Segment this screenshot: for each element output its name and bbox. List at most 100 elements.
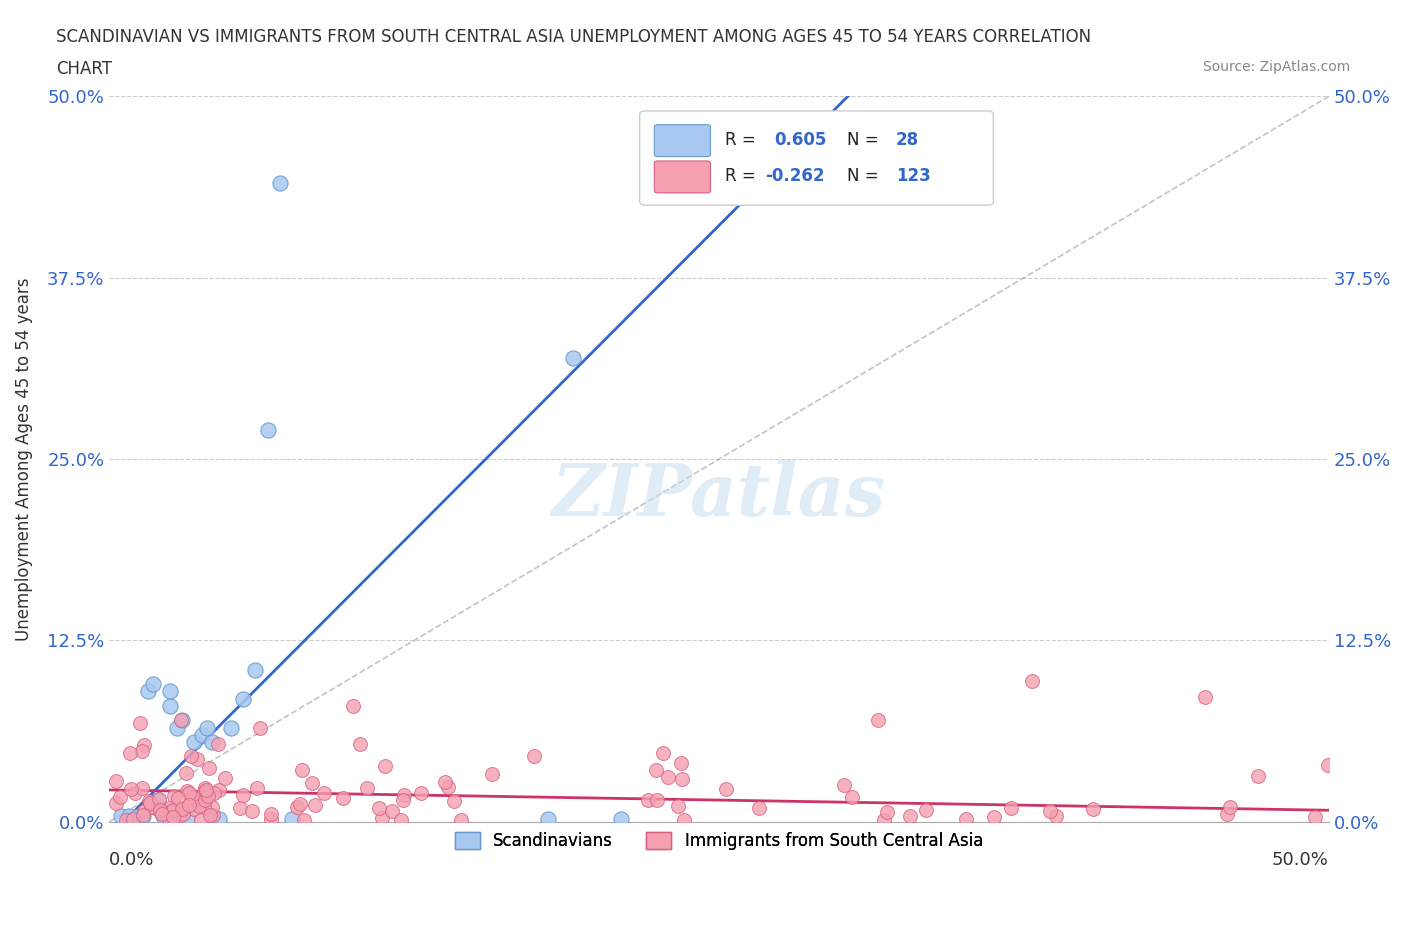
Point — [304, 797, 326, 812]
Point — [194, 782, 217, 797]
Point — [138, 796, 160, 811]
Text: 0.0%: 0.0% — [110, 851, 155, 869]
Point — [162, 809, 184, 824]
Point — [110, 808, 132, 823]
Point — [214, 771, 236, 786]
Point — [232, 788, 254, 803]
Point — [167, 809, 190, 824]
Point — [246, 781, 269, 796]
Point — [381, 804, 404, 818]
Point — [131, 744, 153, 759]
Point — [356, 780, 378, 795]
Point — [281, 812, 304, 827]
Text: R =: R = — [725, 131, 756, 149]
Point — [146, 802, 169, 817]
Point — [160, 804, 183, 818]
Point — [132, 808, 155, 823]
Point — [120, 781, 142, 796]
Point — [983, 809, 1005, 824]
Point — [249, 720, 271, 735]
Point — [157, 812, 180, 827]
Point — [1219, 800, 1241, 815]
Text: ZIPatlas: ZIPatlas — [553, 460, 886, 531]
Point — [374, 759, 396, 774]
Point — [124, 786, 146, 801]
Point — [152, 808, 174, 823]
Point — [392, 788, 415, 803]
Point — [481, 766, 503, 781]
Point — [132, 737, 155, 752]
Point — [537, 812, 560, 827]
Point — [193, 785, 215, 800]
Point — [159, 801, 181, 816]
Point — [129, 715, 152, 730]
Point — [1194, 689, 1216, 704]
Point — [291, 763, 314, 777]
Point — [219, 720, 242, 735]
Point — [201, 800, 224, 815]
Point — [841, 790, 863, 804]
Point — [194, 792, 217, 807]
Text: SCANDINAVIAN VS IMMIGRANTS FROM SOUTH CENTRAL ASIA UNEMPLOYMENT AMONG AGES 45 TO: SCANDINAVIAN VS IMMIGRANTS FROM SOUTH CE… — [56, 28, 1091, 46]
Point — [149, 803, 172, 817]
Point — [200, 807, 222, 822]
Point — [229, 801, 252, 816]
Point — [285, 799, 308, 814]
Point — [866, 713, 889, 728]
Point — [437, 780, 460, 795]
FancyBboxPatch shape — [654, 161, 710, 193]
Point — [1000, 801, 1022, 816]
Point — [748, 801, 770, 816]
Point — [671, 772, 693, 787]
Point — [104, 795, 127, 810]
Point — [186, 751, 208, 766]
Point — [1021, 673, 1043, 688]
Point — [610, 812, 633, 827]
Point — [450, 813, 472, 828]
Point — [176, 783, 198, 798]
Point — [523, 749, 546, 764]
Point — [127, 808, 149, 823]
Point — [142, 677, 165, 692]
Point — [1303, 809, 1326, 824]
Point — [671, 756, 693, 771]
Y-axis label: Unemployment Among Ages 45 to 54 years: Unemployment Among Ages 45 to 54 years — [15, 277, 32, 641]
Point — [197, 789, 219, 804]
Point — [666, 799, 689, 814]
Point — [873, 813, 896, 828]
Text: 50.0%: 50.0% — [1272, 851, 1329, 869]
Point — [898, 809, 921, 824]
Point — [132, 804, 155, 818]
Point — [290, 797, 312, 812]
Point — [301, 776, 323, 790]
Point — [162, 789, 184, 804]
Point — [561, 350, 583, 365]
Point — [122, 812, 145, 827]
Point — [245, 662, 267, 677]
Point — [193, 792, 215, 807]
Point — [152, 806, 174, 821]
FancyBboxPatch shape — [654, 125, 710, 156]
Point — [232, 691, 254, 706]
Point — [117, 808, 139, 823]
Point — [180, 749, 202, 764]
Point — [183, 735, 205, 750]
Point — [172, 713, 194, 728]
Point — [136, 684, 159, 698]
Point — [176, 765, 198, 780]
Point — [104, 774, 127, 789]
Text: 0.605: 0.605 — [773, 131, 827, 149]
Point — [443, 793, 465, 808]
Point — [108, 790, 131, 804]
Point — [832, 777, 855, 792]
Point — [176, 812, 198, 827]
Point — [120, 746, 142, 761]
Point — [191, 727, 214, 742]
Point — [200, 735, 222, 750]
Point — [371, 811, 394, 826]
Point — [195, 720, 218, 735]
Point — [240, 804, 263, 818]
Point — [202, 785, 225, 800]
Text: 123: 123 — [896, 167, 931, 185]
Point — [172, 802, 194, 817]
